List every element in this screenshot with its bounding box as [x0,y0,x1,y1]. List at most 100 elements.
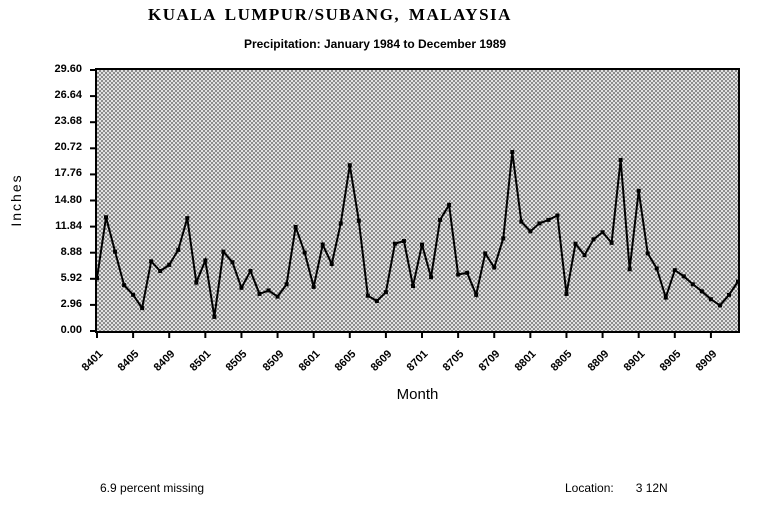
x-tick-label: 8601 [296,348,323,374]
x-tick-label: 8801 [513,348,539,374]
x-tick-label: 8709 [476,348,503,374]
data-point-marker [510,150,515,155]
data-point-marker [275,294,280,299]
data-point-marker [699,289,704,294]
y-tick-label: 5.92 [60,271,82,284]
data-point-marker [257,291,262,296]
data-point-marker [365,293,370,298]
data-point-marker [663,295,668,300]
data-point-marker [618,157,623,162]
data-point-marker [104,215,109,220]
data-point-marker [690,282,695,287]
data-point-marker [537,221,542,226]
x-tick-label: 8705 [440,348,467,374]
axis-tick-marks [90,69,712,338]
x-tick-label: 8901 [621,348,648,374]
y-tick-label: 26.64 [54,89,82,102]
data-point-marker [95,276,99,281]
y-tick-label: 29.60 [54,63,82,75]
x-tick-label: 8909 [693,348,720,374]
x-tick-label: 8605 [332,348,359,374]
data-point-marker [681,274,686,279]
y-tick-label: 17.76 [54,167,82,180]
x-tick-label: 8805 [549,348,575,374]
data-point-marker [708,297,713,302]
data-point-marker [158,269,163,274]
data-point-marker [591,237,596,242]
x-tick-label: 8401 [79,348,106,374]
location-note: Location: 3 12N [565,481,668,495]
data-point-marker [347,163,352,168]
data-point-marker [131,292,136,297]
y-tick-label: 0.00 [60,324,82,336]
data-point-marker [203,258,208,263]
data-point-marker [573,241,578,246]
data-point-marker [726,292,731,297]
data-point-marker [717,303,722,308]
y-tick-label: 11.84 [55,219,82,232]
precipitation-line-chart [90,69,740,338]
data-point-marker [492,265,497,270]
data-point-marker [194,280,199,285]
y-axis-tick-labels: 29.60 26.64 23.68 20.72 17.76 14.80 11.84 8.88 5… [0,63,88,336]
x-tick-label: 8809 [585,348,612,374]
data-point-marker [429,275,434,280]
data-point-marker [401,239,406,244]
data-point-marker [555,213,560,218]
data-point-marker [447,202,452,207]
y-tick-label: 8.88 [60,245,82,258]
data-point-marker [519,219,524,224]
y-tick-label: 23.68 [54,115,82,128]
data-point-marker [239,285,244,290]
data-point-marker [212,314,217,319]
percent-missing-note: 6.9 percent missing [100,481,205,495]
data-point-marker [185,216,190,221]
data-point-marker [221,249,226,254]
data-point-marker [230,260,235,265]
x-tick-label: 8505 [224,348,250,374]
data-point-marker [302,250,307,255]
data-point-marker [248,269,253,274]
plot-area [90,68,740,338]
x-tick-label: 8509 [260,348,287,374]
data-point-marker [420,242,425,247]
data-point-marker [465,270,470,275]
data-point-marker [338,221,343,226]
data-point-marker [149,259,154,264]
data-point-marker [293,224,298,229]
data-point-marker [140,306,145,311]
data-point-marker [266,288,271,293]
location-label: Location: [565,481,614,495]
data-point-marker [410,284,415,289]
data-point-marker [483,251,488,256]
data-point-marker [636,188,641,193]
data-point-marker [582,253,587,258]
data-point-marker [474,292,479,297]
data-point-marker [392,241,397,246]
x-tick-label: 8405 [115,348,142,374]
data-point-marker [113,249,118,254]
data-point-marker [167,262,172,267]
data-point-marker [564,291,569,296]
data-point-marker [456,272,461,277]
y-tick-label: 2.96 [60,297,82,310]
chart-title: KUALA LUMPUR/SUBANG, MALAYSIA [148,5,512,24]
data-point-marker [609,240,614,245]
data-point-marker [645,251,650,256]
data-point-marker [528,229,533,234]
x-tick-label: 8609 [368,348,395,374]
y-tick-label: 14.80 [54,193,82,206]
data-point-marker [356,218,361,223]
location-value: 3 12N [635,481,668,495]
data-point-marker [374,299,379,304]
x-tick-label: 8501 [188,348,214,374]
x-axis-label: Month [396,386,439,403]
data-point-marker [627,267,632,272]
data-point-marker [438,217,443,222]
data-point-marker [546,217,551,222]
data-point-marker [320,242,325,247]
data-point-marker [284,282,289,287]
x-tick-label: 8905 [657,348,684,374]
data-point-marker [736,279,740,284]
